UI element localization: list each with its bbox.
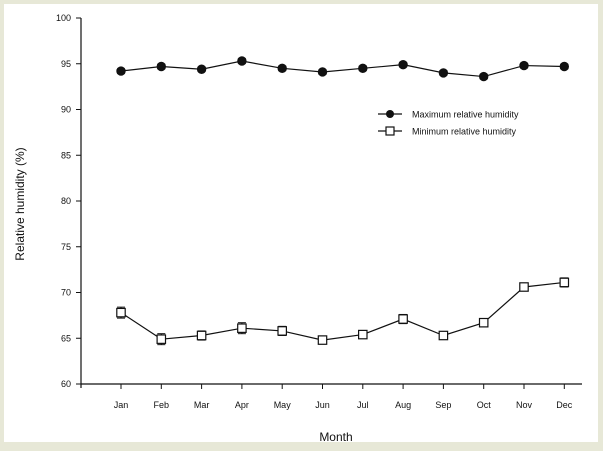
data-point	[116, 66, 126, 76]
x-tick-label: Aug	[395, 400, 411, 410]
legend-label: Minimum relative humidity	[412, 127, 517, 137]
x-tick-label: Sep	[435, 400, 451, 410]
data-point	[196, 330, 207, 341]
data-point	[438, 330, 449, 341]
data-point	[438, 68, 449, 78]
y-tick-label: 90	[61, 105, 71, 115]
data-point	[277, 63, 287, 74]
series-layer	[116, 56, 570, 346]
data-point	[398, 59, 408, 70]
data-point	[156, 61, 167, 72]
legend-label: Maximum relative humidity	[412, 110, 519, 120]
data-point	[519, 282, 529, 292]
data-point	[237, 323, 247, 333]
data-point	[358, 329, 368, 340]
y-tick-label: 95	[61, 59, 71, 69]
series-2	[116, 277, 570, 346]
data-point	[196, 64, 207, 74]
x-tick-label: Nov	[516, 400, 533, 410]
x-tick-label: Jul	[357, 400, 369, 410]
x-tick-label: May	[274, 400, 292, 410]
x-tick-label: Mar	[194, 400, 210, 410]
data-point	[317, 67, 328, 77]
x-axis-title: Month	[319, 430, 352, 444]
series-line	[120, 60, 565, 78]
data-point	[559, 277, 570, 288]
data-point	[317, 335, 328, 345]
x-tick-label: Dec	[556, 400, 573, 410]
data-point	[519, 60, 529, 71]
legend-marker	[386, 110, 394, 118]
data-point	[479, 71, 489, 82]
x-tick-label: Feb	[154, 400, 170, 410]
y-tick-label: 80	[61, 196, 71, 206]
plot-panel	[4, 4, 598, 442]
y-tick-label: 60	[61, 379, 71, 389]
x-tick-label: Jun	[315, 400, 330, 410]
data-point	[398, 314, 408, 324]
y-tick-label: 70	[61, 288, 71, 298]
series-line	[120, 281, 565, 341]
y-axis-title: Relative humidity (%)	[13, 147, 27, 260]
legend: Maximum relative humidity Minimum relativ…	[378, 110, 519, 137]
x-tick-label: Oct	[477, 400, 492, 410]
x-tick-label: Jan	[114, 400, 129, 410]
axes: 60 65 70 75 80 85 90 95 100 Jan Feb Mar Apr May Jun Jul…	[56, 13, 582, 410]
y-tick-label: 85	[61, 150, 71, 160]
x-tick-label: Apr	[235, 400, 249, 410]
data-point	[559, 61, 569, 72]
y-tick-label: 100	[56, 13, 71, 23]
data-point	[156, 334, 167, 344]
legend-marker	[385, 126, 395, 136]
data-point	[237, 56, 247, 66]
data-point	[478, 317, 489, 328]
data-point	[358, 63, 368, 74]
data-point	[277, 326, 287, 336]
y-tick-label: 65	[61, 333, 71, 343]
series-1	[116, 56, 569, 82]
data-point	[116, 307, 126, 318]
y-tick-label: 75	[61, 242, 71, 252]
